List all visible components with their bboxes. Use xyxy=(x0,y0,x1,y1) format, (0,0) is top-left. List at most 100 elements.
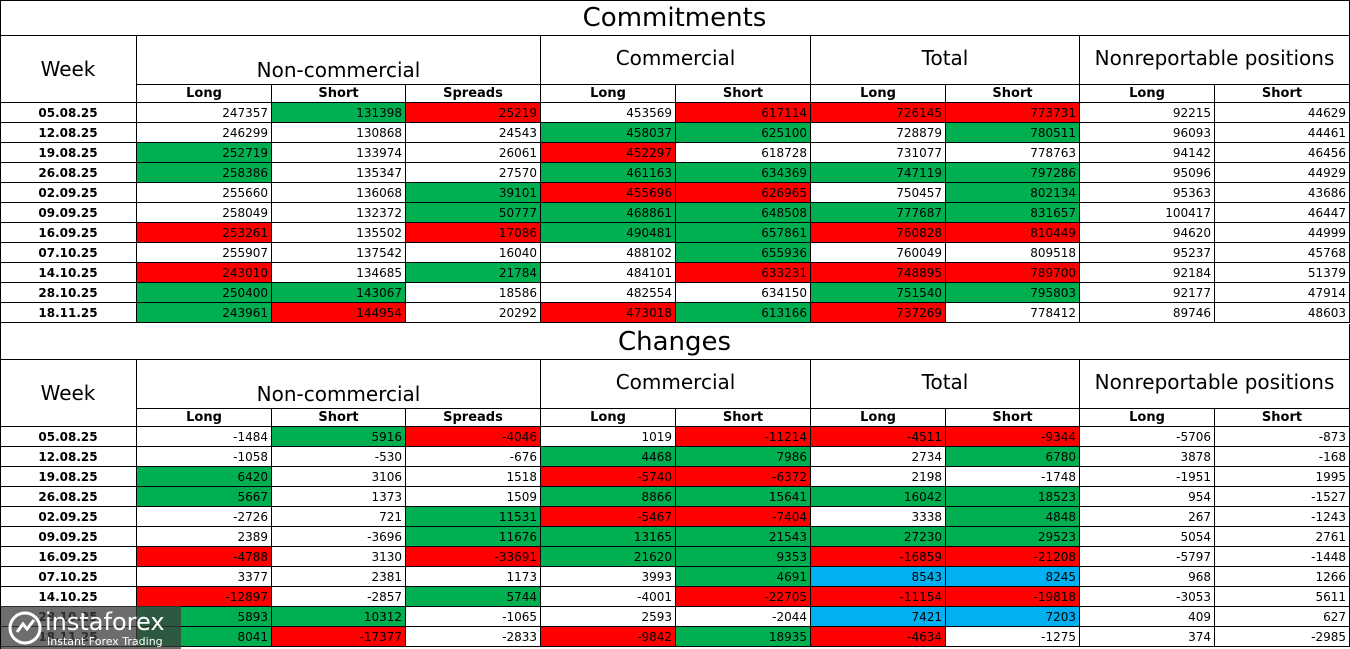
week-header: Week xyxy=(1,360,137,427)
value-cell: 731077 xyxy=(811,143,946,163)
value-cell: 831657 xyxy=(946,203,1080,223)
value-cell: 452297 xyxy=(541,143,676,163)
value-cell: 89746 xyxy=(1080,303,1215,323)
week-label: 02.09.25 xyxy=(1,183,137,203)
value-cell: 778412 xyxy=(946,303,1080,323)
watermark: instaforex Instant Forex Trading xyxy=(1,606,181,649)
value-cell: 461163 xyxy=(541,163,676,183)
value-cell: 4468 xyxy=(541,447,676,467)
value-cell: 789700 xyxy=(946,263,1080,283)
value-cell: 760049 xyxy=(811,243,946,263)
value-cell: -4001 xyxy=(541,587,676,607)
value-cell: -676 xyxy=(406,447,541,467)
week-label: 19.08.25 xyxy=(1,467,137,487)
value-cell: 44629 xyxy=(1215,103,1350,123)
value-cell: 21543 xyxy=(676,527,811,547)
value-cell: -2044 xyxy=(676,607,811,627)
sub-header: Short xyxy=(272,409,406,427)
value-cell: 3993 xyxy=(541,567,676,587)
sub-header: Short xyxy=(676,409,811,427)
value-cell: 16040 xyxy=(406,243,541,263)
value-cell: -1951 xyxy=(1080,467,1215,487)
value-cell: 243010 xyxy=(137,263,272,283)
value-cell: 455696 xyxy=(541,183,676,203)
value-cell: 777687 xyxy=(811,203,946,223)
value-cell: 243961 xyxy=(137,303,272,323)
value-cell: 17086 xyxy=(406,223,541,243)
value-cell: 773731 xyxy=(946,103,1080,123)
value-cell: 132372 xyxy=(272,203,406,223)
value-cell: -1243 xyxy=(1215,507,1350,527)
value-cell: 473018 xyxy=(541,303,676,323)
sub-header: Short xyxy=(676,85,811,103)
group-header: Nonreportable positions xyxy=(1080,36,1350,85)
value-cell: 8866 xyxy=(541,487,676,507)
value-cell: -21208 xyxy=(946,547,1080,567)
value-cell: 46447 xyxy=(1215,203,1350,223)
value-cell: 728879 xyxy=(811,123,946,143)
value-cell: 11676 xyxy=(406,527,541,547)
value-cell: 15641 xyxy=(676,487,811,507)
logo-icon xyxy=(8,611,42,645)
value-cell: 633231 xyxy=(676,263,811,283)
value-cell: -22705 xyxy=(676,587,811,607)
value-cell: -4788 xyxy=(137,547,272,567)
value-cell: 1019 xyxy=(541,427,676,447)
value-cell: 7986 xyxy=(676,447,811,467)
value-cell: 27570 xyxy=(406,163,541,183)
value-cell: -2857 xyxy=(272,587,406,607)
week-label: 19.08.25 xyxy=(1,143,137,163)
value-cell: 954 xyxy=(1080,487,1215,507)
value-cell: -1748 xyxy=(946,467,1080,487)
week-label: 18.11.25 xyxy=(1,303,137,323)
value-cell: 490481 xyxy=(541,223,676,243)
value-cell: -33691 xyxy=(406,547,541,567)
value-cell: 618728 xyxy=(676,143,811,163)
value-cell: 627 xyxy=(1215,607,1350,627)
value-cell: 48603 xyxy=(1215,303,1350,323)
value-cell: 131398 xyxy=(272,103,406,123)
value-cell: -17377 xyxy=(272,627,406,647)
value-cell: 29523 xyxy=(946,527,1080,547)
value-cell: -5467 xyxy=(541,507,676,527)
value-cell: 95363 xyxy=(1080,183,1215,203)
value-cell: 458037 xyxy=(541,123,676,143)
value-cell: 3377 xyxy=(137,567,272,587)
value-cell: 726145 xyxy=(811,103,946,123)
value-cell: 748895 xyxy=(811,263,946,283)
value-cell: -11214 xyxy=(676,427,811,447)
value-cell: 2593 xyxy=(541,607,676,627)
sub-header: Long xyxy=(541,85,676,103)
sub-header: Long xyxy=(811,409,946,427)
value-cell: 18523 xyxy=(946,487,1080,507)
value-cell: 626965 xyxy=(676,183,811,203)
group-header: Total xyxy=(811,36,1080,85)
sub-header: Long xyxy=(137,409,272,427)
value-cell: 617114 xyxy=(676,103,811,123)
value-cell: -873 xyxy=(1215,427,1350,447)
value-cell: -5740 xyxy=(541,467,676,487)
week-label: 09.09.25 xyxy=(1,527,137,547)
value-cell: 92177 xyxy=(1080,283,1215,303)
value-cell: 253261 xyxy=(137,223,272,243)
value-cell: -16859 xyxy=(811,547,946,567)
value-cell: -2833 xyxy=(406,627,541,647)
value-cell: 267 xyxy=(1080,507,1215,527)
week-label: 12.08.25 xyxy=(1,123,137,143)
value-cell: 246299 xyxy=(137,123,272,143)
value-cell: -5706 xyxy=(1080,427,1215,447)
value-cell: 136068 xyxy=(272,183,406,203)
week-label: 07.10.25 xyxy=(1,567,137,587)
value-cell: 16042 xyxy=(811,487,946,507)
value-cell: -2726 xyxy=(137,507,272,527)
sub-header: Short xyxy=(1215,85,1350,103)
sub-header: Long xyxy=(811,85,946,103)
week-label: 05.08.25 xyxy=(1,427,137,447)
value-cell: 4691 xyxy=(676,567,811,587)
tagline: Instant Forex Trading xyxy=(47,635,163,648)
value-cell: 44461 xyxy=(1215,123,1350,143)
value-cell: 657861 xyxy=(676,223,811,243)
value-cell: 18586 xyxy=(406,283,541,303)
value-cell: -168 xyxy=(1215,447,1350,467)
